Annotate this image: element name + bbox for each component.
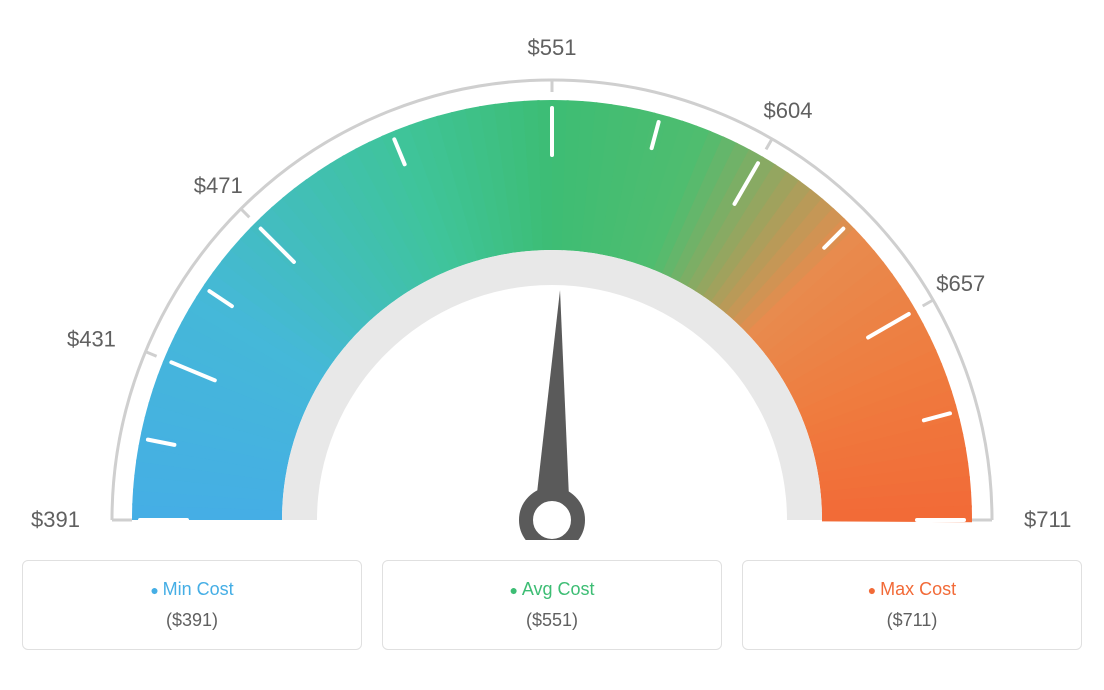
legend-avg-value: ($551)	[393, 610, 711, 631]
svg-text:$391: $391	[31, 507, 80, 532]
svg-text:$604: $604	[764, 98, 813, 123]
legend-avg-label: Avg Cost	[393, 579, 711, 600]
legend-max: Max Cost ($711)	[742, 560, 1082, 650]
svg-text:$657: $657	[936, 271, 985, 296]
legend-min-value: ($391)	[33, 610, 351, 631]
legend-max-label: Max Cost	[753, 579, 1071, 600]
svg-text:$711: $711	[1024, 507, 1071, 532]
svg-text:$471: $471	[194, 173, 243, 198]
legend-min: Min Cost ($391)	[22, 560, 362, 650]
legend-avg: Avg Cost ($551)	[382, 560, 722, 650]
svg-text:$551: $551	[528, 35, 577, 60]
legend-row: Min Cost ($391) Avg Cost ($551) Max Cost…	[22, 560, 1082, 650]
svg-text:$431: $431	[67, 326, 116, 351]
legend-max-value: ($711)	[753, 610, 1071, 631]
cost-gauge-chart: $391 $431 $471 $551 $604 $657 $711	[22, 20, 1082, 540]
gauge-svg: $391 $431 $471 $551 $604 $657 $711	[22, 20, 1082, 540]
legend-min-label: Min Cost	[33, 579, 351, 600]
